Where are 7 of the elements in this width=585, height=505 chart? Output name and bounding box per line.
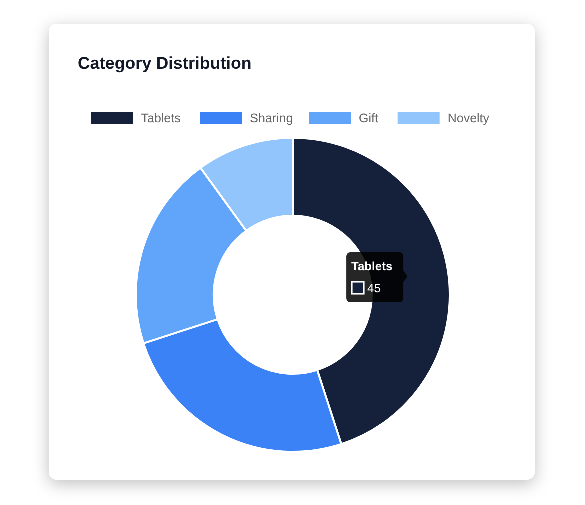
data-label: 45 bbox=[368, 282, 382, 296]
legend-label: Novelty bbox=[448, 112, 490, 126]
legend-label: Gift bbox=[359, 112, 380, 126]
legend-label: Sharing bbox=[250, 112, 294, 126]
legend-label: Tablets bbox=[141, 112, 181, 126]
slice-label: Tablets bbox=[352, 260, 393, 274]
chart-title: Category Distribution bbox=[78, 54, 252, 73]
